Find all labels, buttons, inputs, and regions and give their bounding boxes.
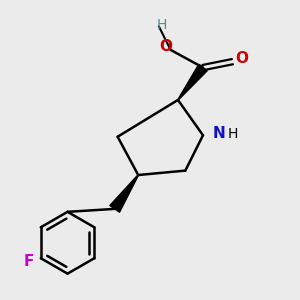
Text: H: H [157,18,167,32]
Text: O: O [235,51,248,66]
Text: F: F [23,254,34,269]
Text: N: N [213,126,226,141]
Polygon shape [178,64,207,100]
Text: H: H [227,127,238,141]
Text: O: O [160,39,173,54]
Polygon shape [110,175,139,212]
